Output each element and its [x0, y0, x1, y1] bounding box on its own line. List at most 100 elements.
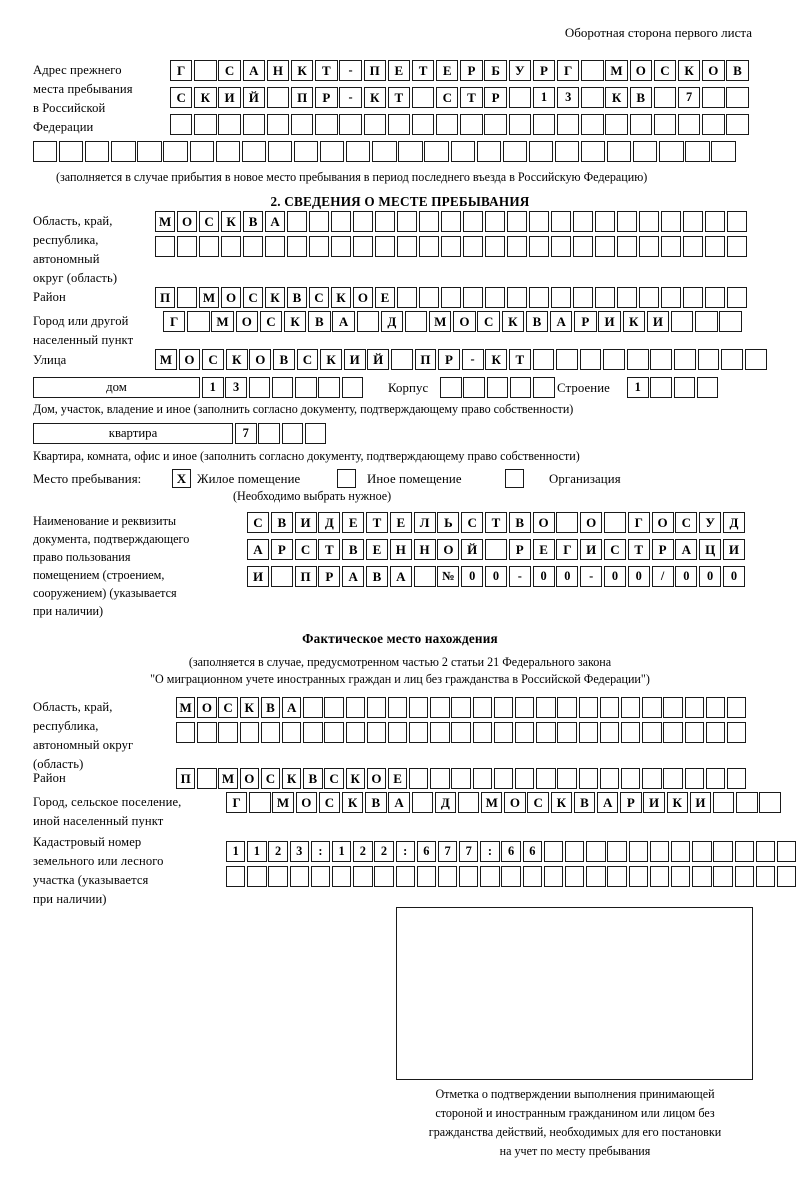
char-cell[interactable]: :	[395, 841, 415, 862]
char-cell[interactable]	[660, 236, 681, 257]
char-cell[interactable]: Т	[315, 60, 338, 81]
stamp-area[interactable]	[396, 907, 753, 1080]
char-cell[interactable]: К	[290, 60, 314, 81]
char-cell[interactable]	[682, 211, 703, 232]
char-cell[interactable]: /	[651, 566, 674, 587]
char-cell[interactable]	[649, 866, 670, 887]
char-cell[interactable]	[704, 211, 725, 232]
char-cell[interactable]	[581, 114, 604, 135]
char-cell[interactable]: С	[259, 311, 283, 332]
char-cell[interactable]: О	[702, 60, 725, 81]
char-cell[interactable]	[759, 792, 781, 813]
char-cell[interactable]: А	[675, 539, 698, 560]
char-cell[interactable]: И	[598, 311, 621, 332]
section2-region-row-2[interactable]	[155, 236, 747, 257]
char-cell[interactable]	[579, 349, 602, 370]
char-cell[interactable]	[404, 311, 428, 332]
char-cell[interactable]: 2	[353, 841, 373, 862]
char-cell[interactable]	[484, 211, 505, 232]
char-cell[interactable]: С	[218, 60, 241, 81]
char-cell[interactable]: 3	[225, 377, 247, 398]
char-cell[interactable]: К	[666, 792, 688, 813]
char-cell[interactable]: П	[290, 87, 314, 108]
char-cell[interactable]: К	[239, 697, 259, 718]
char-cell[interactable]: 1	[331, 841, 352, 862]
char-cell[interactable]	[663, 722, 683, 743]
char-cell[interactable]	[692, 841, 712, 862]
char-cell[interactable]	[663, 768, 683, 789]
char-cell[interactable]	[387, 722, 408, 743]
char-cell[interactable]	[628, 841, 648, 862]
char-cell[interactable]: Е	[365, 539, 388, 560]
char-cell[interactable]	[281, 722, 302, 743]
char-cell[interactable]	[430, 722, 450, 743]
char-cell[interactable]	[239, 722, 259, 743]
char-cell[interactable]	[696, 377, 719, 398]
char-cell[interactable]	[264, 236, 286, 257]
char-cell[interactable]	[536, 768, 556, 789]
char-cell[interactable]	[642, 722, 662, 743]
char-cell[interactable]	[463, 377, 485, 398]
char-cell[interactable]: О	[651, 512, 674, 533]
char-cell[interactable]	[528, 141, 554, 162]
char-cell[interactable]	[268, 866, 288, 887]
char-cell[interactable]: К	[194, 87, 217, 108]
char-cell[interactable]	[712, 792, 735, 813]
char-cell[interactable]	[189, 141, 214, 162]
char-cell[interactable]	[532, 114, 556, 135]
char-cell[interactable]	[509, 377, 532, 398]
char-cell[interactable]: П	[294, 566, 317, 587]
char-cell[interactable]: В	[270, 512, 293, 533]
char-cell[interactable]: 3	[289, 841, 309, 862]
char-cell[interactable]: А	[264, 211, 286, 232]
char-cell[interactable]	[395, 866, 415, 887]
char-cell[interactable]: -	[580, 566, 603, 587]
char-cell[interactable]	[726, 768, 747, 789]
char-cell[interactable]	[705, 722, 726, 743]
char-cell[interactable]	[484, 539, 507, 560]
char-cell[interactable]	[484, 114, 507, 135]
char-cell[interactable]: Р	[620, 792, 642, 813]
char-cell[interactable]	[528, 211, 549, 232]
char-cell[interactable]: М	[429, 311, 452, 332]
char-cell[interactable]	[528, 236, 549, 257]
char-cell[interactable]	[194, 114, 217, 135]
char-cell[interactable]: А	[550, 311, 573, 332]
char-cell[interactable]	[702, 114, 725, 135]
char-cell[interactable]	[682, 236, 703, 257]
char-cell[interactable]	[697, 349, 720, 370]
char-cell[interactable]	[330, 236, 352, 257]
char-cell[interactable]	[315, 114, 338, 135]
char-cell[interactable]: Н	[389, 539, 412, 560]
char-cell[interactable]	[437, 866, 458, 887]
char-cell[interactable]	[289, 866, 309, 887]
char-cell[interactable]	[620, 722, 641, 743]
char-cell[interactable]: О	[366, 768, 387, 789]
char-cell[interactable]	[713, 866, 733, 887]
char-cell[interactable]: 0	[699, 566, 722, 587]
char-cell[interactable]: М	[198, 287, 220, 308]
char-cell[interactable]	[260, 722, 281, 743]
char-cell[interactable]	[670, 841, 691, 862]
char-cell[interactable]: Й	[367, 349, 390, 370]
char-cell[interactable]	[163, 141, 188, 162]
char-cell[interactable]: П	[176, 768, 196, 789]
char-cell[interactable]	[685, 141, 710, 162]
char-cell[interactable]	[653, 114, 677, 135]
char-cell[interactable]: К	[501, 311, 525, 332]
char-cell[interactable]	[506, 287, 527, 308]
char-cell[interactable]: С	[603, 539, 626, 560]
char-cell[interactable]	[572, 211, 593, 232]
char-cell[interactable]: Й	[461, 539, 484, 560]
char-cell[interactable]	[616, 287, 637, 308]
char-cell[interactable]	[176, 722, 196, 743]
char-cell[interactable]: 7	[459, 841, 479, 862]
char-cell[interactable]: К	[341, 792, 364, 813]
char-cell[interactable]	[111, 141, 136, 162]
char-cell[interactable]	[436, 114, 459, 135]
char-cell[interactable]: 0	[556, 566, 579, 587]
char-cell[interactable]	[543, 866, 564, 887]
char-cell[interactable]: О	[178, 349, 201, 370]
